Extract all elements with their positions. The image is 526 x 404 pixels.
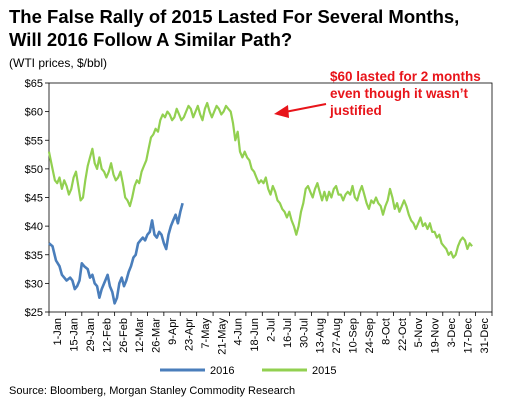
x-tick-label: 26-Feb (118, 318, 130, 353)
y-tick-label: $40 (25, 221, 43, 233)
legend: 2016 2015 (160, 365, 336, 377)
annotation-text: $60 lasted for 2 months even though it w… (330, 68, 520, 119)
x-tick-label: 26-Mar (151, 318, 163, 353)
y-tick-label: $65 (25, 78, 43, 90)
x-tick-label: 8-Oct (380, 318, 392, 345)
annotation-line-1: $60 lasted for 2 months (330, 69, 481, 84)
x-tick-label: 2-Jul (266, 318, 278, 342)
x-tick-label: 16-Jul (282, 318, 294, 348)
legend-label-2015: 2015 (312, 365, 336, 377)
y-tick-label: $60 (25, 107, 43, 119)
y-tick-label: $30 (25, 278, 43, 290)
x-tick-label: 15-Jan (69, 318, 81, 352)
x-tick-label: 17-Dec (462, 318, 474, 354)
x-tick-label: 12-Mar (134, 318, 146, 353)
y-tick-label: $50 (25, 164, 43, 176)
x-tick-label: 29-Jan (85, 318, 97, 352)
y-tick-label: $55 (25, 135, 43, 147)
x-tick-label: 22-Oct (397, 318, 409, 351)
x-tick-label: 4-Jun (233, 318, 245, 346)
y-axis: $25 $30 $35 $40 $45 $50 $55 $60 $65 (25, 78, 49, 319)
x-axis: 1-Jan 15-Jan 29-Jan 12-Feb 26-Feb 12-Mar 26-Ma… (48, 312, 493, 355)
series-2015-line (47, 101, 473, 259)
arrow-head (274, 105, 289, 118)
series-layer (47, 101, 473, 305)
source-note: Source: Bloomberg, Morgan Stanley Commod… (9, 385, 296, 397)
x-tick-label: 5-Nov (413, 318, 425, 348)
y-tick-label: $45 (25, 193, 43, 205)
y-tick-label: $35 (25, 250, 43, 262)
series-2016-line (48, 202, 184, 305)
annotation-line-2: even though it wasn’t (330, 86, 469, 101)
x-tick-label: 31-Dec (479, 318, 491, 354)
x-tick-label: 21-May (216, 318, 228, 355)
y-tick-label: $25 (25, 307, 43, 319)
annotation-arrow (274, 103, 327, 118)
x-tick-label: 19-Nov (430, 318, 442, 354)
x-tick-label: 10-Sep (348, 318, 360, 353)
chart-title: The False Rally of 2015 Lasted For Sever… (9, 5, 519, 51)
x-tick-label: 9-Apr (167, 318, 179, 345)
x-tick-label: 12-Feb (101, 318, 113, 353)
chart-subtitle: (WTI prices, $/bbl) (9, 56, 108, 70)
x-tick-label: 7-May (200, 318, 212, 349)
x-tick-label: 23-Apr (183, 318, 195, 351)
chart-title-line-1: The False Rally of 2015 Lasted For Sever… (9, 6, 460, 27)
x-tick-label: 3-Dec (446, 318, 458, 348)
legend-label-2016: 2016 (210, 365, 234, 377)
x-tick-label: 1-Jan (52, 318, 64, 346)
x-tick-label: 18-Jun (249, 318, 261, 352)
annotation-line-3: justified (330, 103, 382, 118)
x-tick-label: 27-Aug (331, 318, 343, 353)
arrow-shaft (284, 103, 327, 113)
x-tick-label: 24-Sep (364, 318, 376, 353)
x-tick-label: 30-Jul (298, 318, 310, 348)
chart-title-line-2: Will 2016 Follow A Similar Path? (9, 29, 293, 50)
x-tick-label: 13-Aug (315, 318, 327, 353)
